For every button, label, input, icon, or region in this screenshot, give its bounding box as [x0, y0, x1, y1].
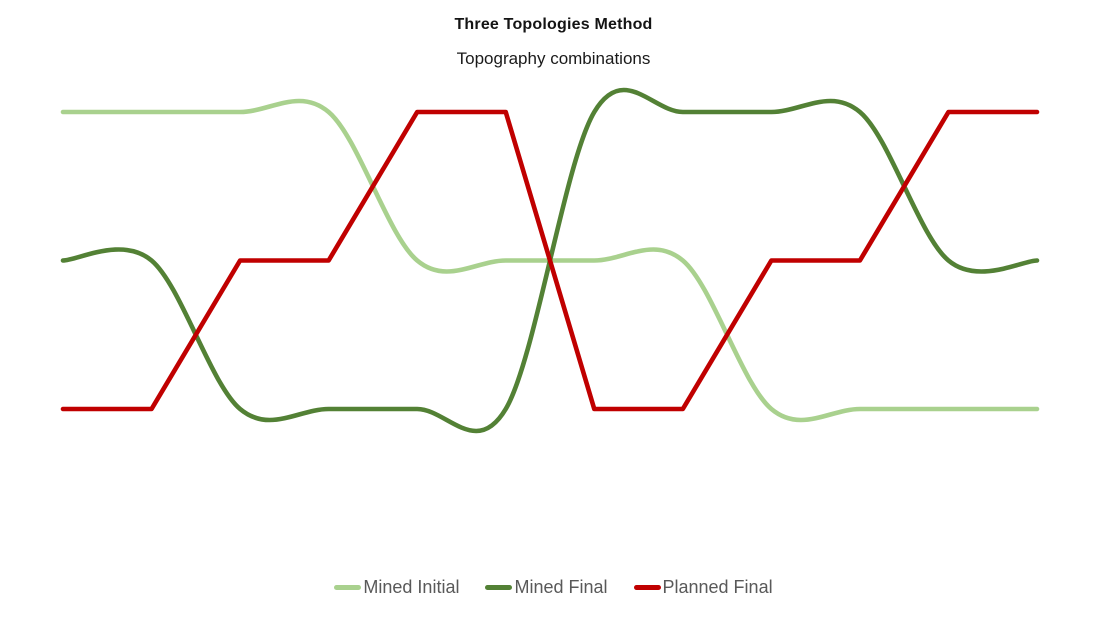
series-line-planned-final — [60, 109, 1040, 412]
legend-label-mined-final: Mined Final — [514, 577, 608, 597]
legend-item-mined-initial: Mined Initial — [334, 577, 459, 598]
legend: Mined Initial Mined Final Planned Final — [0, 577, 1107, 598]
legend-item-mined-final: Mined Final — [485, 577, 608, 598]
legend-swatch-mined-final-icon — [485, 585, 513, 590]
legend-label-planned-final: Planned Final — [662, 577, 773, 597]
legend-swatch-planned-final-icon — [633, 585, 661, 590]
chart-subtitle: Topography combinations — [456, 49, 651, 68]
legend-item-planned-final: Planned Final — [633, 577, 773, 598]
legend-label-mined-initial: Mined Initial — [363, 577, 460, 597]
chart-title: Three Topologies Method — [454, 16, 653, 33]
legend-swatch-mined-initial-icon — [334, 585, 362, 590]
